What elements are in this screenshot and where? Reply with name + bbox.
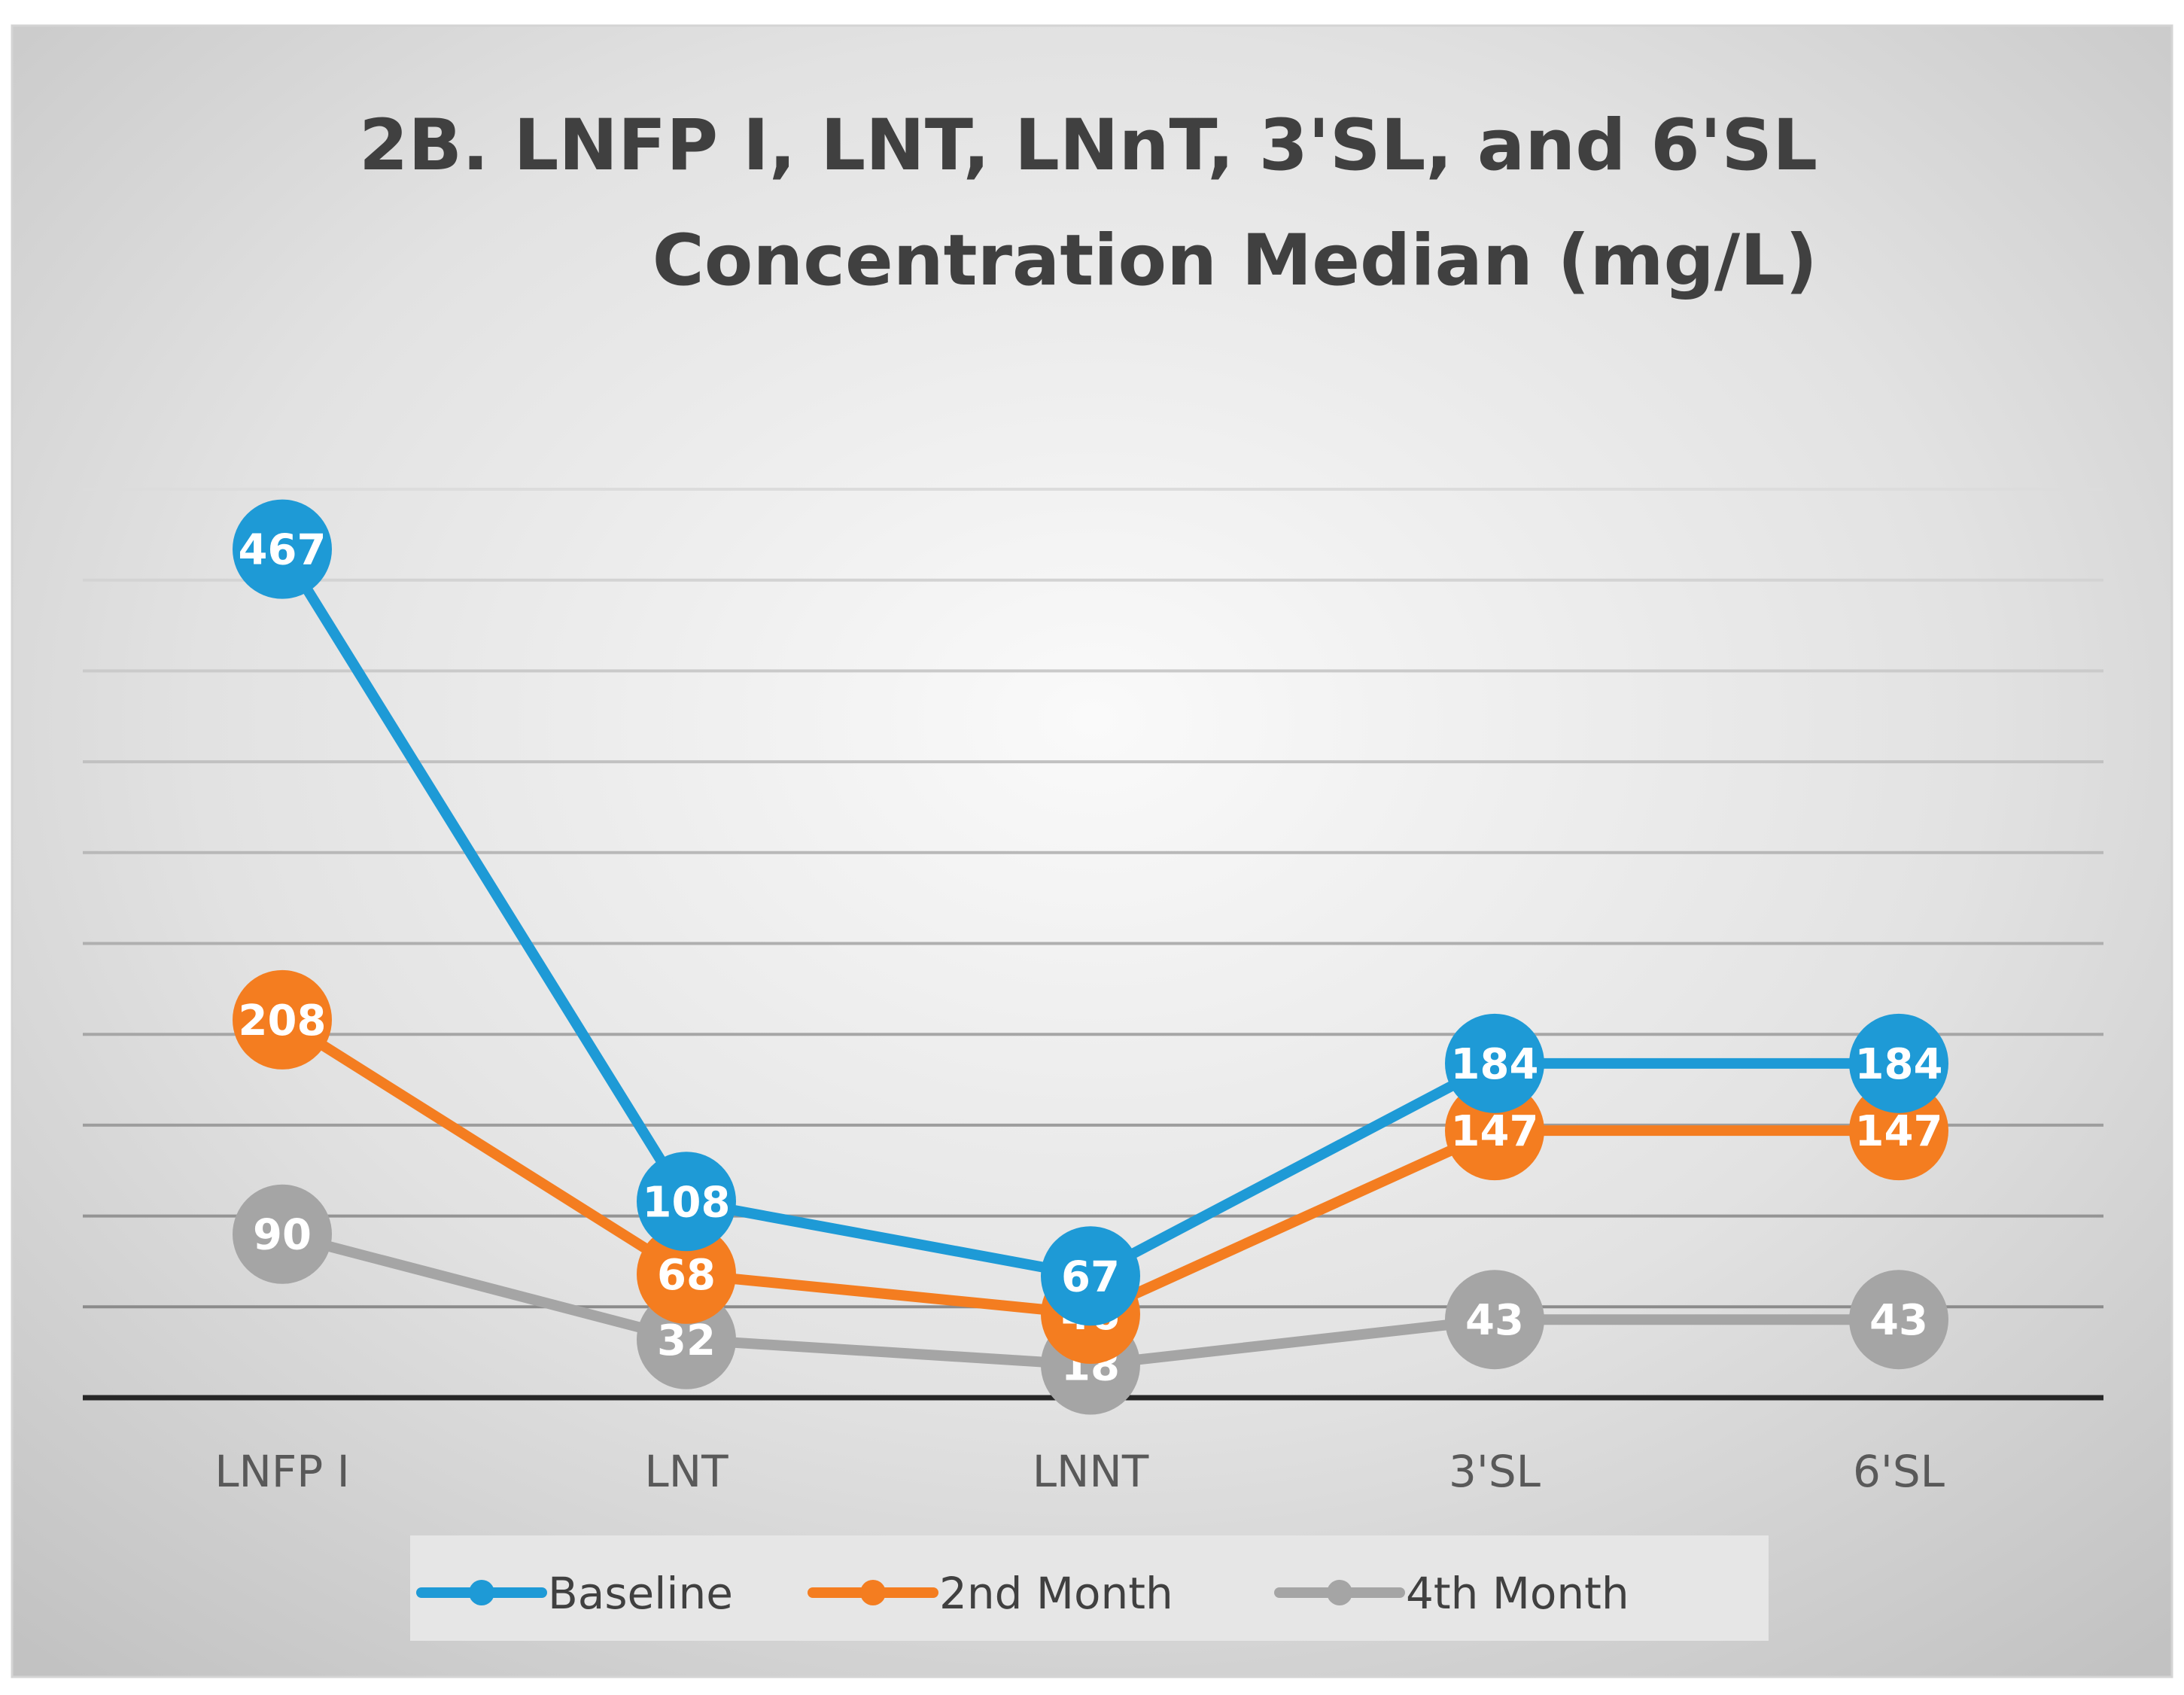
data-point-4th-month	[1445, 1270, 1544, 1370]
data-label-baseline: 67	[1061, 1252, 1120, 1301]
data-point-4th-month	[1849, 1270, 1948, 1370]
data-point-baseline	[637, 1152, 736, 1252]
data-point-2nd-month	[233, 969, 332, 1070]
data-label-2nd-month: 68	[657, 1251, 716, 1300]
chart-title-line-2: Concentration Median (mg/L)	[652, 220, 1817, 302]
data-label-baseline: 184	[1451, 1040, 1539, 1089]
x-tick-label: 3'SL	[1449, 1446, 1541, 1497]
x-tick-label: LNFP I	[214, 1446, 350, 1497]
data-point-baseline	[1445, 1013, 1544, 1113]
data-label-baseline: 184	[1855, 1040, 1943, 1089]
data-point-baseline	[233, 499, 332, 599]
legend-marker-baseline	[469, 1580, 494, 1605]
chart-title: 2B. LNFP I, LNT, LNnT, 3'SL, and 6'SL Co…	[359, 105, 1817, 302]
series-baseline: 467 108 67 184 184	[233, 499, 1948, 1326]
chart-title-line-1: 2B. LNFP I, LNT, LNnT, 3'SL, and 6'SL	[359, 105, 1817, 187]
data-label-4th-month: 43	[1869, 1296, 1928, 1345]
data-label-2nd-month: 147	[1855, 1107, 1943, 1156]
data-label-baseline: 108	[643, 1178, 731, 1227]
x-tick-labels: LNFP I LNT LNNT 3'SL 6'SL	[214, 1446, 1945, 1497]
legend-marker-2nd-month	[860, 1580, 886, 1605]
data-label-2nd-month: 147	[1451, 1107, 1539, 1156]
data-point-4th-month	[233, 1184, 332, 1284]
x-tick-label: 6'SL	[1853, 1446, 1945, 1497]
data-point-baseline	[1041, 1226, 1140, 1326]
data-label-baseline: 467	[239, 526, 327, 575]
legend-box	[410, 1535, 1769, 1641]
legend-label-baseline: Baseline	[548, 1568, 733, 1619]
x-tick-label: LNNT	[1033, 1446, 1149, 1497]
data-point-baseline	[1849, 1013, 1948, 1113]
x-tick-label: LNT	[644, 1446, 729, 1497]
series-layer: 9032184343208684614714746710867184184	[233, 499, 1948, 1415]
legend-label-2nd-month: 2nd Month	[939, 1568, 1173, 1619]
legend: Baseline 2nd Month 4th Month	[410, 1535, 1769, 1641]
data-label-4th-month: 32	[657, 1316, 716, 1365]
data-label-4th-month: 43	[1465, 1296, 1524, 1345]
legend-marker-4th-month	[1327, 1580, 1352, 1605]
data-label-4th-month: 90	[253, 1211, 312, 1260]
data-point-2nd-month	[637, 1224, 736, 1324]
data-label-2nd-month: 208	[239, 997, 327, 1045]
legend-label-4th-month: 4th Month	[1406, 1568, 1629, 1619]
